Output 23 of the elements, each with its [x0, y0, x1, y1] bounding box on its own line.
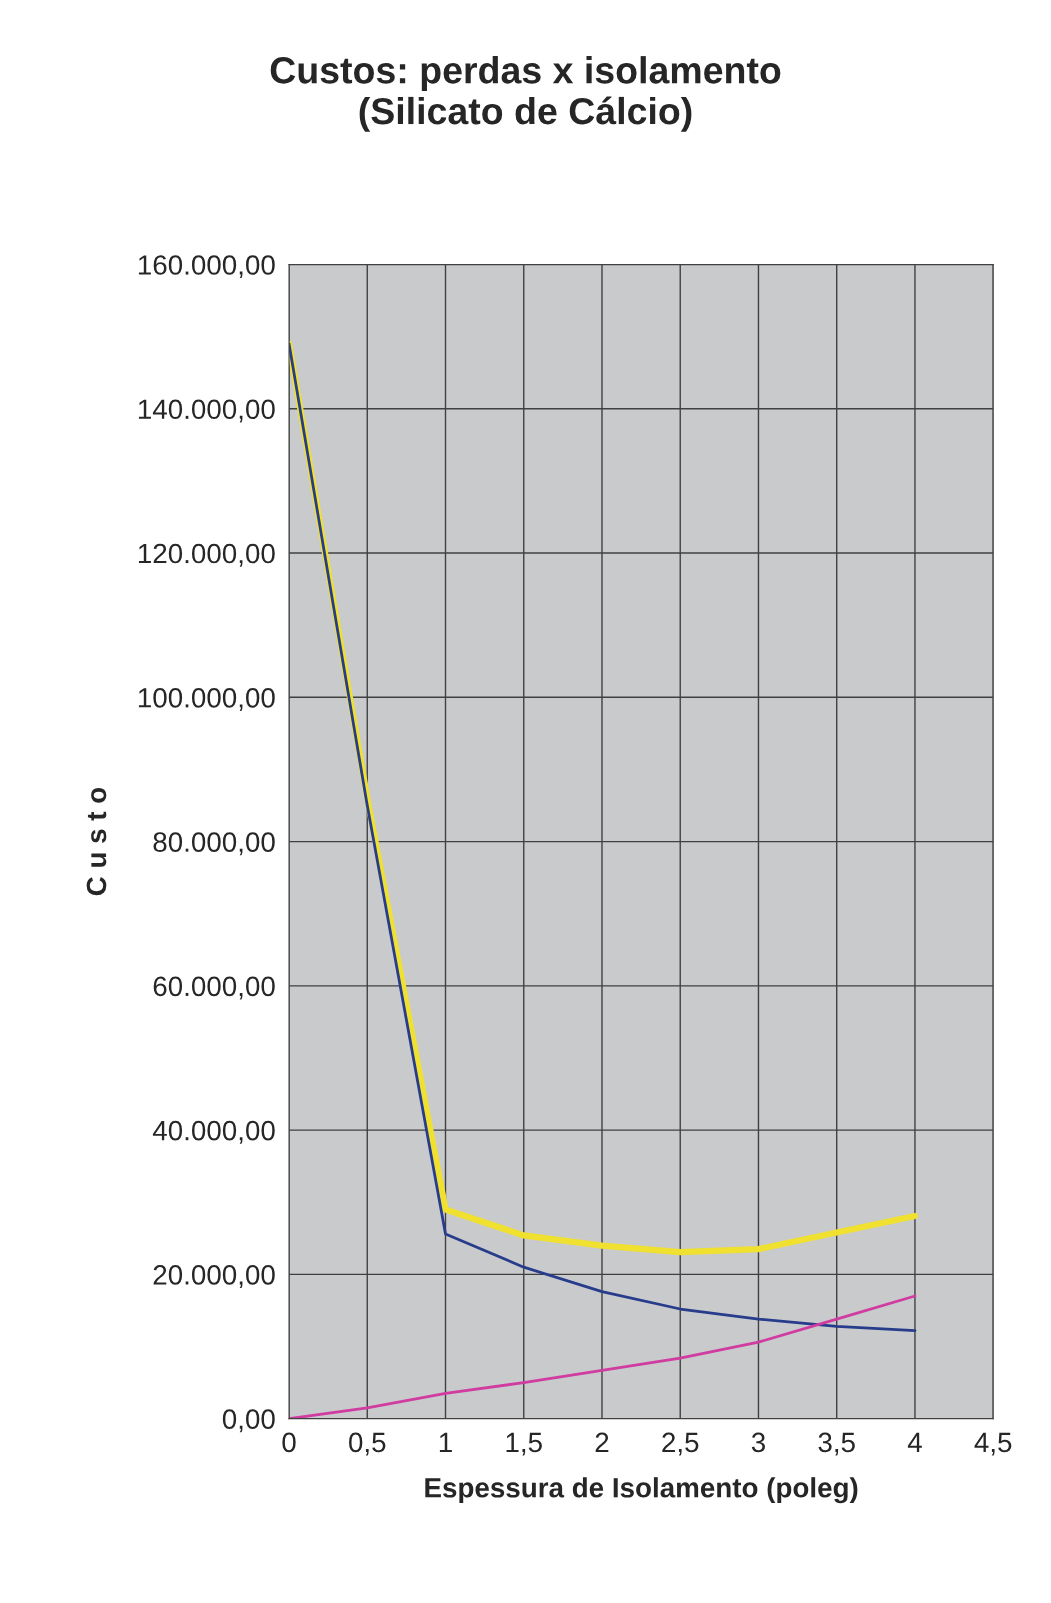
x-tick-label: 2,5	[662, 1432, 699, 1456]
x-tick-label: 1,5	[506, 1432, 542, 1456]
x-tick-label: 4	[907, 1432, 922, 1452]
x-tick-label: 4,5	[974, 1432, 1012, 1456]
x-tick-label: 0	[282, 1432, 296, 1453]
y-tick-label: 160.000,00	[138, 255, 275, 279]
x-tick-label: 3,5	[818, 1432, 855, 1456]
y-tick-label: 20.000,00	[153, 1265, 275, 1288]
y-axis-title: C u s t o	[86, 787, 107, 896]
x-tick-label: 0,5	[349, 1432, 386, 1456]
x-tick-label: 3	[751, 1432, 765, 1453]
y-tick-label: 120.000,00	[138, 543, 275, 567]
chart-title: Custos: perdas x isolamento (Silicato de Cálcio)	[270, 56, 781, 132]
y-tick-label: 0,00	[222, 1409, 275, 1433]
y-tick-label: 60.000,00	[153, 976, 275, 1000]
y-tick-label: 100.000,00	[138, 687, 275, 711]
x-tick-label: 1	[439, 1432, 452, 1452]
y-tick-label: 80.000,00	[153, 832, 275, 856]
y-tick-label: 40.000,00	[152, 1120, 275, 1144]
y-tick-label: 140.000,00	[138, 399, 275, 423]
x-tick-label: 2	[595, 1432, 609, 1452]
x-axis-title: Espessura de Isolamento (poleg)	[425, 1477, 858, 1504]
line-series	[289, 1294, 917, 1419]
